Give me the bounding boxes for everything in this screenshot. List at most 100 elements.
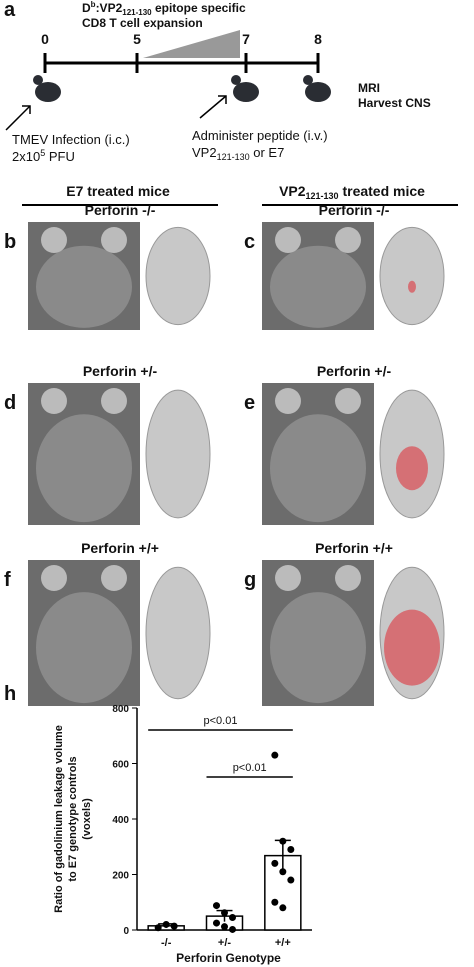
y-tick-label: 200 bbox=[112, 871, 129, 882]
column-header: VP2121-130 treated mice bbox=[279, 183, 425, 201]
timeline-tick-label: 0 bbox=[41, 31, 49, 47]
panel-label: Perforin -/- bbox=[319, 202, 390, 218]
text: epitope specific bbox=[152, 1, 246, 15]
data-point bbox=[279, 904, 287, 912]
expansion-label: Db:VP2121-130 epitope specific bbox=[82, 0, 246, 17]
text: 121-130 bbox=[306, 191, 339, 201]
image-panels: b Perforin -/- c Perforin -/- d Perforin +/- e… bbox=[4, 202, 445, 706]
arrow bbox=[218, 95, 227, 104]
panel-letter: d bbox=[4, 392, 16, 414]
mouse bbox=[33, 75, 43, 85]
lesion bbox=[396, 446, 428, 491]
brain-render bbox=[145, 226, 211, 326]
panel-label: Perforin +/+ bbox=[81, 540, 159, 556]
y-tick-label: 800 bbox=[112, 704, 129, 715]
data-point bbox=[271, 751, 279, 759]
text: PFU bbox=[45, 149, 75, 164]
brain bbox=[36, 414, 132, 523]
annotation: p<0.01 bbox=[233, 762, 267, 774]
bar-chart: h 0 200 400 600 800 Ratio of gadolinium leakag… bbox=[4, 683, 312, 965]
text: 5 bbox=[40, 148, 45, 158]
data-point bbox=[279, 868, 287, 876]
y-axis-label: to E7 genotype controls bbox=[67, 756, 79, 881]
data-point bbox=[221, 923, 228, 931]
text: VP2 bbox=[192, 145, 217, 160]
timeline-tick-label: 8 bbox=[314, 31, 322, 47]
x-tick-label: -/- bbox=[161, 937, 172, 949]
data-point bbox=[170, 922, 178, 930]
y-axis-label: (voxels) bbox=[81, 798, 93, 840]
infection-label: TMEV Infection (i.c.) bbox=[12, 132, 130, 147]
x-tick-label: +/- bbox=[218, 937, 231, 949]
arrow bbox=[22, 105, 31, 114]
x-tick-label: +/+ bbox=[275, 937, 291, 949]
eye bbox=[335, 388, 361, 414]
eye bbox=[41, 227, 67, 253]
panel-label: Perforin -/- bbox=[85, 202, 156, 218]
timeline-tick-label: 5 bbox=[133, 31, 141, 47]
data-point bbox=[221, 909, 228, 917]
text: VP2 bbox=[279, 183, 306, 199]
y-tick-label: 0 bbox=[123, 926, 129, 937]
panel-letter: a bbox=[4, 0, 16, 21]
mouse bbox=[303, 75, 313, 85]
text: 2x10 bbox=[12, 149, 40, 164]
eye bbox=[275, 227, 301, 253]
panel-letter: h bbox=[4, 683, 16, 705]
text: treated mice bbox=[339, 183, 426, 199]
timeline-ticks: 0 5 7 8 bbox=[41, 31, 322, 73]
panel-letter: e bbox=[244, 392, 255, 414]
brain-render bbox=[379, 226, 445, 326]
data-point bbox=[229, 914, 236, 922]
eye bbox=[275, 388, 301, 414]
brain bbox=[270, 245, 366, 328]
data-point bbox=[271, 859, 279, 867]
mouse bbox=[305, 82, 331, 102]
data-point bbox=[279, 837, 287, 845]
mouse bbox=[231, 75, 241, 85]
data-point bbox=[162, 920, 170, 928]
column-header: E7 treated mice bbox=[66, 183, 170, 199]
panel-letter: c bbox=[244, 231, 255, 253]
text: b bbox=[91, 0, 96, 9]
brain bbox=[270, 592, 366, 704]
y-axis-label: Ratio of gadolinium leakage volume bbox=[53, 725, 65, 913]
data-point bbox=[271, 898, 279, 906]
eye bbox=[41, 565, 67, 591]
eye bbox=[101, 227, 127, 253]
infection-label: 2x105 PFU bbox=[12, 148, 75, 164]
y-tick-label: 400 bbox=[112, 815, 129, 826]
eye bbox=[335, 227, 361, 253]
lesion bbox=[384, 609, 440, 686]
mri-label: MRI bbox=[358, 81, 380, 95]
expansion-label: CD8 T cell expansion bbox=[82, 16, 203, 30]
arrow bbox=[5, 105, 31, 131]
expansion-wedge bbox=[143, 30, 240, 58]
panel-letter: f bbox=[4, 569, 11, 591]
panel-label: Perforin +/- bbox=[317, 363, 392, 379]
mouse bbox=[233, 82, 259, 102]
harvest-label: Harvest CNS bbox=[358, 96, 431, 110]
text: 121-130 bbox=[217, 152, 250, 162]
peptide-label: Administer peptide (i.v.) bbox=[192, 128, 328, 143]
data-point bbox=[213, 902, 220, 910]
panel-label: Perforin +/- bbox=[83, 363, 158, 379]
peptide-label: VP2121-130 or E7 bbox=[192, 145, 284, 162]
data-point bbox=[287, 846, 295, 854]
mouse bbox=[35, 82, 61, 102]
text: 121-130 bbox=[122, 8, 152, 17]
x-axis-label: Perforin Genotype bbox=[176, 951, 281, 965]
eye bbox=[101, 388, 127, 414]
text: D bbox=[82, 1, 91, 15]
brain bbox=[270, 414, 366, 523]
eye bbox=[275, 565, 301, 591]
brain-render bbox=[145, 389, 211, 519]
eye bbox=[101, 565, 127, 591]
eye bbox=[41, 388, 67, 414]
data-point bbox=[287, 876, 295, 884]
data-point bbox=[229, 925, 236, 933]
panel-letter: g bbox=[244, 569, 256, 591]
lesion bbox=[408, 280, 416, 293]
